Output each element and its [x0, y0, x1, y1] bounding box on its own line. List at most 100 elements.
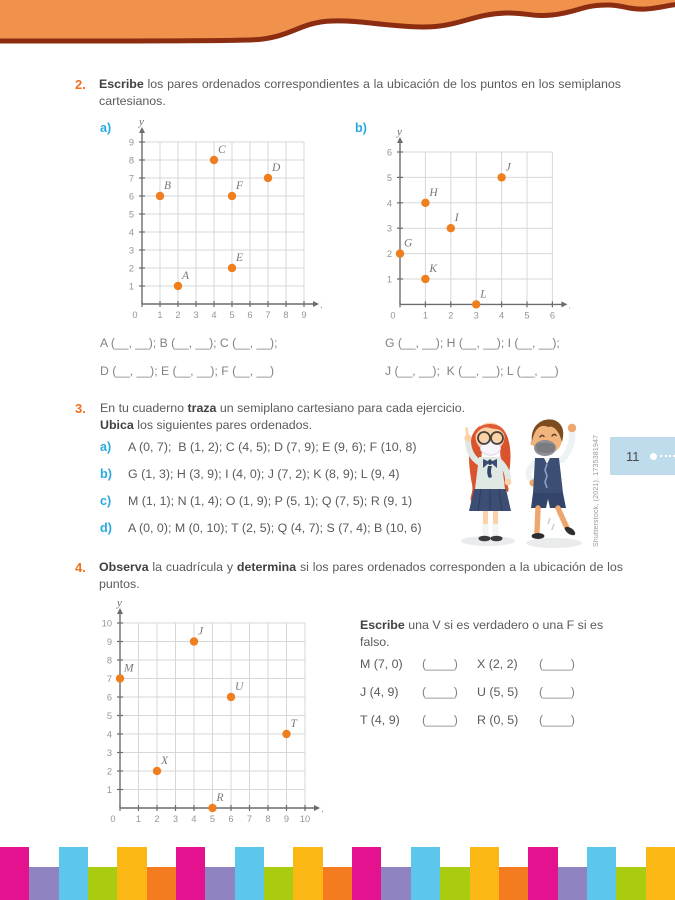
- exercise-3-keyword-1: traza: [187, 401, 217, 415]
- vf-label-m: M (7, 0): [360, 657, 403, 671]
- answers-b: G (__, __); H (__, __); I (__, __); J (_…: [385, 329, 560, 385]
- svg-text:2: 2: [175, 310, 180, 320]
- svg-text:3: 3: [387, 224, 392, 234]
- svg-text:F: F: [235, 180, 244, 192]
- svg-text:9: 9: [129, 138, 134, 148]
- header-wave-path: [0, 0, 675, 44]
- svg-text:5: 5: [129, 210, 134, 220]
- svg-text:G: G: [404, 238, 413, 250]
- footer-block: [234, 847, 265, 900]
- vf-keyword: Escribe: [360, 618, 405, 632]
- children-illustration: [461, 419, 582, 548]
- svg-text:3: 3: [129, 246, 134, 256]
- list-item-b-text: G (1, 3); H (3, 9); I (4, 0); J (7, 2); …: [128, 467, 400, 481]
- exercise-3-line1-post: un semiplano cartesiano para cada ejerci…: [216, 401, 466, 415]
- svg-text:1: 1: [129, 282, 134, 292]
- list-item-d: d) A (0, 0); M (0, 10); T (2, 5); Q (4, …: [100, 521, 422, 548]
- photo-credit: Shutterstock, (2021). 1735381947: [593, 434, 600, 547]
- svg-text:x: x: [568, 299, 570, 311]
- exercise-3-intro-line1: En tu cuaderno traza un semiplano cartes…: [100, 400, 540, 417]
- badge-dotted-line: [659, 455, 675, 457]
- list-item-a: a) A (0, 7); B (1, 2); C (4, 5); D (7, 9…: [100, 440, 422, 467]
- footer-block: [586, 847, 617, 900]
- footer-block: [322, 867, 353, 900]
- svg-text:8: 8: [283, 310, 288, 320]
- svg-text:4: 4: [107, 730, 112, 740]
- svg-text:1: 1: [136, 814, 141, 824]
- footer-block: [381, 867, 411, 900]
- svg-text:6: 6: [387, 148, 392, 158]
- svg-text:C: C: [218, 144, 226, 156]
- vf-label-t: T (4, 9): [360, 713, 400, 727]
- footer-block: [352, 847, 382, 900]
- page-number-badge: 11: [610, 437, 675, 475]
- svg-text:2: 2: [448, 310, 453, 320]
- exercise-3-keyword-2: Ubica: [100, 418, 134, 432]
- exercise-3-number: 3.: [75, 401, 86, 416]
- vf-instructions: Escribe una V si es verdadero o una F si…: [360, 617, 616, 651]
- exercise-2-text: Escribe los pares ordenados correspondie…: [99, 76, 621, 110]
- footer-block: [176, 847, 206, 900]
- svg-text:x: x: [321, 803, 323, 815]
- footer-blocks: [0, 847, 675, 900]
- svg-text:R: R: [216, 792, 224, 804]
- exercise-3-line1-pre: En tu cuaderno: [100, 401, 188, 415]
- svg-text:8: 8: [265, 814, 270, 824]
- cartesian-grid-a: y x 0 1 2 3 4 5 6 7 8 9 1 2 3 4 5 6 7 8 9 A B C D E F: [116, 116, 326, 325]
- svg-text:J: J: [198, 626, 204, 638]
- grid-label-a: a): [100, 121, 112, 135]
- vf-label-x: X (2, 2): [477, 657, 518, 671]
- svg-text:4: 4: [211, 310, 216, 320]
- svg-text:2: 2: [154, 814, 159, 824]
- svg-text:10: 10: [102, 619, 112, 629]
- vf-blank-r: (____): [539, 713, 575, 727]
- footer-block: [645, 847, 675, 900]
- answer-line-a1: A (__, __); B (__, __); C (__, __);: [100, 336, 278, 350]
- svg-text:6: 6: [247, 310, 252, 320]
- list-item-a-label: a): [100, 440, 112, 454]
- svg-text:B: B: [164, 180, 171, 192]
- svg-text:4: 4: [387, 198, 392, 208]
- header-wave: [0, 0, 675, 44]
- list-item-d-label: d): [100, 521, 112, 535]
- footer-block: [528, 847, 558, 900]
- footer-block: [410, 847, 441, 900]
- svg-text:9: 9: [284, 814, 289, 824]
- svg-text:1: 1: [387, 275, 392, 285]
- svg-text:6: 6: [107, 693, 112, 703]
- exercise-4-keyword-2: determina: [236, 560, 297, 574]
- svg-text:H: H: [428, 187, 438, 199]
- svg-text:10: 10: [300, 814, 310, 824]
- vf-blank-m: (____): [422, 657, 458, 671]
- svg-text:M: M: [123, 663, 135, 675]
- answer-line-b2: J (__, __); K (__, __); L (__, __): [385, 364, 559, 378]
- svg-text:I: I: [454, 212, 460, 224]
- exercise-3-list: a) A (0, 7); B (1, 2); C (4, 5); D (7, 9…: [100, 440, 422, 548]
- vf-row-1: M (7, 0) (____) X (2, 2) (____): [360, 657, 575, 685]
- footer-block: [146, 867, 177, 900]
- exercise-4-keyword-1: Observa: [99, 560, 149, 574]
- badge-dot: [649, 452, 657, 460]
- footer-block: [616, 867, 646, 900]
- vf-blank-u: (____): [539, 685, 575, 699]
- exercise-3-intro-line2: Ubica los siguientes pares ordenados.: [100, 417, 540, 434]
- exercise-4-text: Observa la cuadrícula y determina si los…: [99, 559, 623, 593]
- svg-text:2: 2: [107, 767, 112, 777]
- svg-text:5: 5: [229, 310, 234, 320]
- svg-text:1: 1: [107, 785, 112, 795]
- footer-block: [264, 867, 294, 900]
- list-item-d-text: A (0, 0); M (0, 10); T (2, 5); Q (4, 7);…: [128, 521, 422, 535]
- svg-text:7: 7: [247, 814, 252, 824]
- exercise-4-number: 4.: [75, 560, 86, 575]
- svg-text:x: x: [320, 299, 322, 311]
- svg-text:1: 1: [157, 310, 162, 320]
- svg-text:U: U: [235, 681, 244, 693]
- svg-text:0: 0: [132, 310, 137, 320]
- exercise-4-post: si los pares ordenados corresponden a la…: [99, 560, 623, 591]
- vf-blank-x: (____): [539, 657, 575, 671]
- svg-text:D: D: [271, 162, 281, 174]
- vf-row-2: J (4, 9) (____) U (5, 5) (____): [360, 685, 575, 713]
- footer-block: [469, 847, 499, 900]
- vf-table: M (7, 0) (____) X (2, 2) (____) J (4, 9)…: [360, 657, 575, 741]
